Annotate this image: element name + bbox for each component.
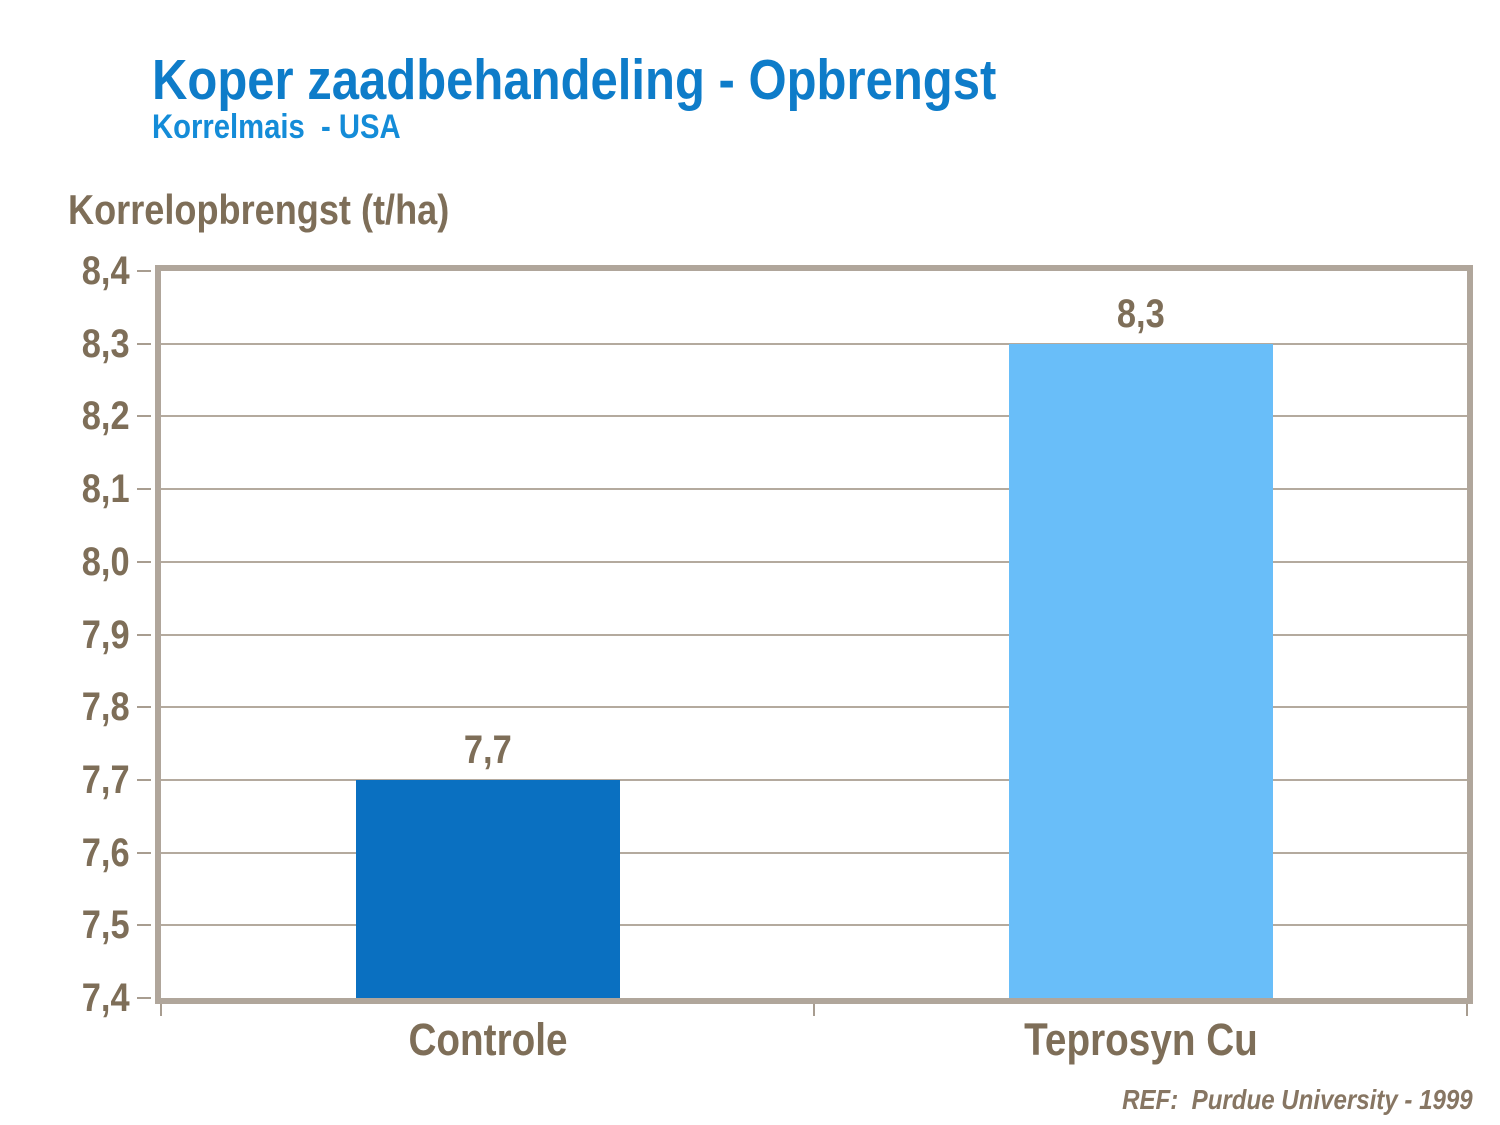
y-tick-label: 7,9	[74, 615, 130, 655]
y-tick-label: 7,7	[74, 760, 130, 800]
page-title: Koper zaadbehandeling - Opbrengst	[152, 48, 1134, 112]
y-tick-mark	[137, 488, 151, 491]
y-tick-label-text: 7,8	[82, 685, 130, 730]
gridline	[161, 924, 1467, 927]
category-label: Teprosyn Cu	[1005, 1014, 1277, 1065]
gridline	[161, 633, 1467, 636]
y-tick-label-text: 7,9	[82, 612, 130, 657]
y-tick-label: 8,2	[74, 396, 130, 436]
reference-note: REF: Purdue University - 1999	[1065, 1084, 1473, 1116]
y-tick-label-text: 8,1	[82, 467, 130, 512]
x-tick-mark	[813, 1004, 815, 1016]
y-tick-label-text: 8,0	[82, 539, 130, 584]
y-tick-label: 8,3	[74, 324, 130, 364]
y-tick-label: 8,4	[74, 251, 130, 291]
gridline	[161, 488, 1467, 491]
y-axis-title: Korrelopbrengst (t/ha)	[68, 186, 511, 233]
y-tick-label-text: 8,4	[82, 249, 130, 293]
gridline	[161, 342, 1467, 345]
bar-teprosyn-cu	[1008, 343, 1273, 998]
y-axis-labels: 8,4 8,3 8,2 8,1 8,0 7,9 7,8 7,7 7,6 7,5 7,4	[0, 251, 134, 1018]
gridline	[161, 415, 1467, 418]
y-tick-label-text: 7,6	[82, 830, 130, 875]
y-tick-mark	[137, 415, 151, 418]
bar-value-label-text: 8,3	[1116, 291, 1165, 336]
category-label: Controle	[395, 1014, 580, 1065]
bar-value-label-text: 7,7	[463, 727, 512, 772]
page-title-text: Koper zaadbehandeling - Opbrengst	[152, 48, 997, 112]
reference-note-text: REF: Purdue University - 1999	[1122, 1084, 1473, 1115]
y-tick-label: 8,0	[74, 542, 130, 582]
y-tick-mark	[137, 706, 151, 709]
y-tick-label: 7,6	[74, 833, 130, 873]
y-tick-mark	[137, 633, 151, 636]
y-tick-label: 7,8	[74, 687, 130, 727]
y-tick-label-text: 7,5	[82, 903, 130, 948]
page-subtitle-text: Korrelmais - USA	[152, 108, 401, 146]
gridline	[161, 778, 1467, 781]
y-tick-label: 8,1	[74, 469, 130, 509]
gridline	[161, 851, 1467, 854]
y-tick-mark	[137, 342, 151, 345]
y-tick-mark	[137, 778, 151, 781]
y-tick-mark	[137, 270, 151, 272]
bar-value-label: 7,7	[356, 730, 620, 770]
y-tick-mark	[137, 851, 151, 854]
category-label-text: Teprosyn Cu	[1023, 1014, 1258, 1065]
y-tick-mark	[137, 924, 151, 927]
x-tick-mark	[1466, 1004, 1468, 1016]
y-tick-label: 7,5	[74, 905, 130, 945]
y-tick-mark	[137, 997, 151, 999]
y-tick-label-text: 7,7	[82, 757, 130, 802]
gridline	[161, 560, 1467, 563]
y-tick-mark	[137, 560, 151, 563]
bar-value-label: 8,3	[1009, 294, 1273, 334]
x-axis-labels: Controle Teprosyn Cu	[161, 1016, 1467, 1076]
plot-frame: 7,7 8,3	[137, 265, 1473, 1016]
y-tick-label-text: 7,4	[82, 976, 130, 1020]
plot-area: 7,7 8,3	[137, 270, 1468, 1016]
y-axis-title-text: Korrelopbrengst (t/ha)	[68, 186, 450, 233]
y-tick-label-text: 8,2	[82, 394, 130, 439]
bar-controle	[355, 779, 620, 998]
y-tick-label-text: 8,3	[82, 321, 130, 366]
y-tick-label: 7,4	[74, 978, 130, 1018]
gridline	[161, 706, 1467, 709]
category-label-text: Controle	[407, 1014, 568, 1065]
x-tick-mark	[160, 1004, 162, 1016]
page-subtitle: Korrelmais - USA	[152, 108, 441, 146]
